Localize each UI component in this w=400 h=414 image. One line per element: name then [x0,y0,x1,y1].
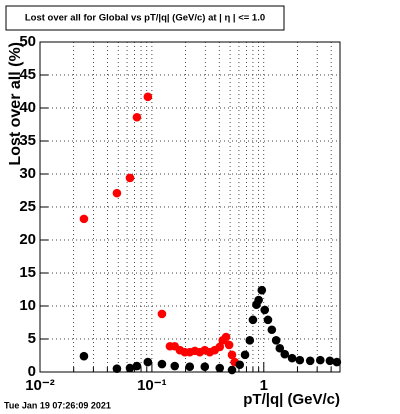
point [254,295,263,305]
point [263,315,273,325]
point [248,315,258,325]
chart-title: Lost over all for Global vs pT/|q| (GeV/… [25,13,265,24]
x-tick-label: 1 [260,377,268,394]
point [245,336,255,345]
point [215,363,225,373]
point [185,362,195,372]
point [132,112,142,122]
point [125,173,135,183]
y-axis-label: Lost over all (%) [7,42,24,166]
point [325,356,335,366]
point [200,362,210,372]
point [280,349,290,359]
point [157,309,167,319]
point [287,353,297,363]
point [227,350,237,360]
x-tick-label: 10⁻¹ [137,377,167,394]
point [267,325,277,335]
y-tick-label: 25 [19,198,36,215]
point [157,359,167,369]
point [305,356,315,366]
footer: Tue Jan 19 07:26:09 2021 [4,400,111,410]
y-tick-label: 15 [19,264,36,281]
x-axis-label: pT/|q| (GeV/c) [243,391,340,408]
point [224,340,234,350]
y-tick-label: 45 [19,66,36,83]
point [125,363,135,373]
y-tick-label: 30 [19,165,36,182]
point [275,343,285,353]
point [132,361,142,371]
point [79,214,89,224]
point [260,305,270,315]
point [112,188,122,198]
point [235,360,245,370]
point [227,365,237,375]
point [271,336,281,345]
point [143,92,153,102]
point [79,351,89,361]
y-tick-label: 20 [19,231,36,248]
point [143,357,153,367]
point [257,285,267,295]
y-tick-label: 10 [19,297,36,314]
point [112,364,122,374]
point [170,361,180,371]
plot-frame [39,41,341,373]
point [240,350,250,360]
y-tick-label: 40 [19,99,36,116]
point [295,355,305,365]
point [315,355,325,365]
y-tick-label: 50 [19,33,36,50]
point [215,342,225,352]
y-tick-label: 35 [19,132,36,149]
y-tick-label: 5 [28,330,36,347]
point [332,357,342,367]
y-tick-label: 0 [28,363,36,380]
point [221,332,231,342]
title-box [5,5,285,31]
x-tick-label: 10⁻² [25,377,55,394]
